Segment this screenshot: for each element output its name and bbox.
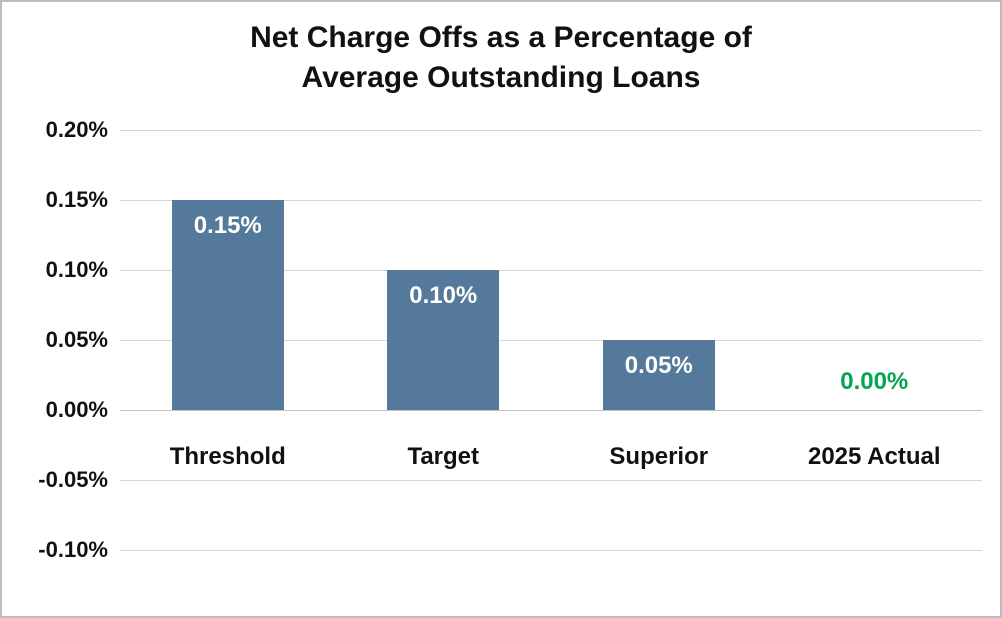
y-axis-tick-label: 0.10% — [45, 257, 108, 282]
chart-title: Net Charge Offs as a Percentage of Avera… — [2, 18, 1000, 97]
bar-value-label: 0.05% — [624, 352, 693, 379]
bar-value-label: 0.10% — [409, 282, 478, 309]
y-axis-tick-label: 0.00% — [45, 397, 108, 422]
bar-superior — [602, 340, 715, 410]
bar-value-label: 0.15% — [193, 212, 262, 239]
x-axis-category-label: Superior — [609, 443, 709, 470]
gridline — [120, 130, 982, 131]
y-axis-tick-label: 0.20% — [45, 117, 108, 142]
gridline — [120, 270, 982, 271]
y-axis-tick-label: -0.05% — [38, 467, 108, 492]
gridline — [120, 340, 982, 341]
gridline — [120, 480, 982, 481]
chart-title-line2: Average Outstanding Loans — [301, 60, 701, 94]
bar-threshold — [171, 200, 284, 410]
gridline — [120, 410, 982, 411]
x-axis-category-label: Threshold — [169, 443, 286, 470]
gridline — [120, 200, 982, 201]
gridline — [120, 550, 982, 551]
y-axis-tick-label: 0.15% — [45, 187, 108, 212]
y-axis-tick-label: 0.05% — [45, 327, 108, 352]
x-axis-category-label: 2025 Actual — [807, 443, 941, 470]
bar-target — [387, 270, 500, 410]
bar-value-label-zero: 0.00% — [840, 368, 909, 395]
y-axis-tick-label: -0.10% — [38, 537, 108, 562]
chart-title-line1: Net Charge Offs as a Percentage of — [250, 21, 752, 54]
x-axis-category-label: Target — [407, 443, 480, 470]
